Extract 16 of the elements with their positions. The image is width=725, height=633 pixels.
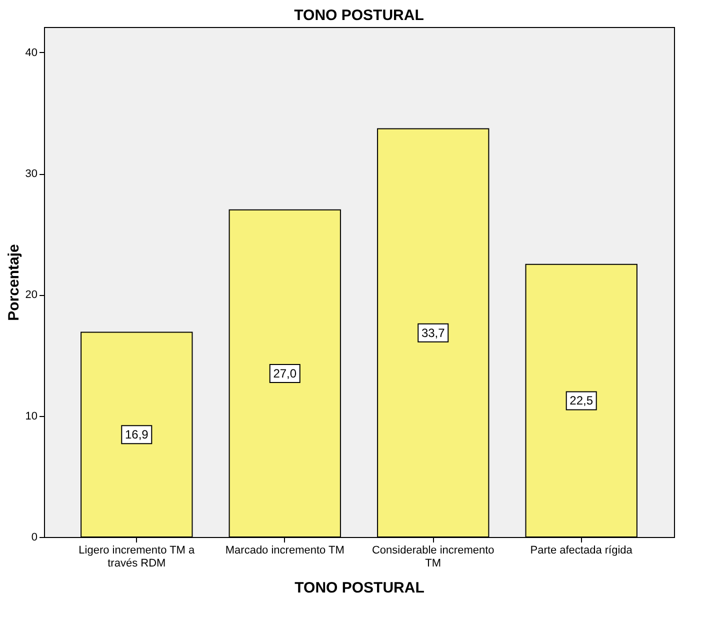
data-label: 16,9: [124, 428, 149, 442]
x-tick-label: Ligero incremento TM a través RDM: [78, 544, 196, 570]
x-tick-label: Parte afectada rígida: [530, 544, 634, 556]
data-label: 22,5: [570, 394, 594, 408]
chart-title: TONO POSTURAL: [294, 7, 424, 24]
y-tick-label: 10: [25, 410, 38, 422]
x-tick-label: Considerable incremento TM: [372, 544, 494, 570]
y-tick-label: 0: [31, 532, 38, 544]
data-label: 33,7: [421, 326, 446, 340]
y-tick-label: 20: [25, 289, 38, 302]
data-label: 27,0: [273, 366, 297, 380]
x-axis-title: TONO POSTURAL: [294, 580, 424, 596]
y-tick-label: 40: [25, 46, 38, 59]
x-tick-label: Marcado incremento TM: [225, 544, 344, 556]
y-axis-title: Porcentaje: [5, 244, 22, 321]
y-tick-label: 30: [25, 168, 38, 180]
